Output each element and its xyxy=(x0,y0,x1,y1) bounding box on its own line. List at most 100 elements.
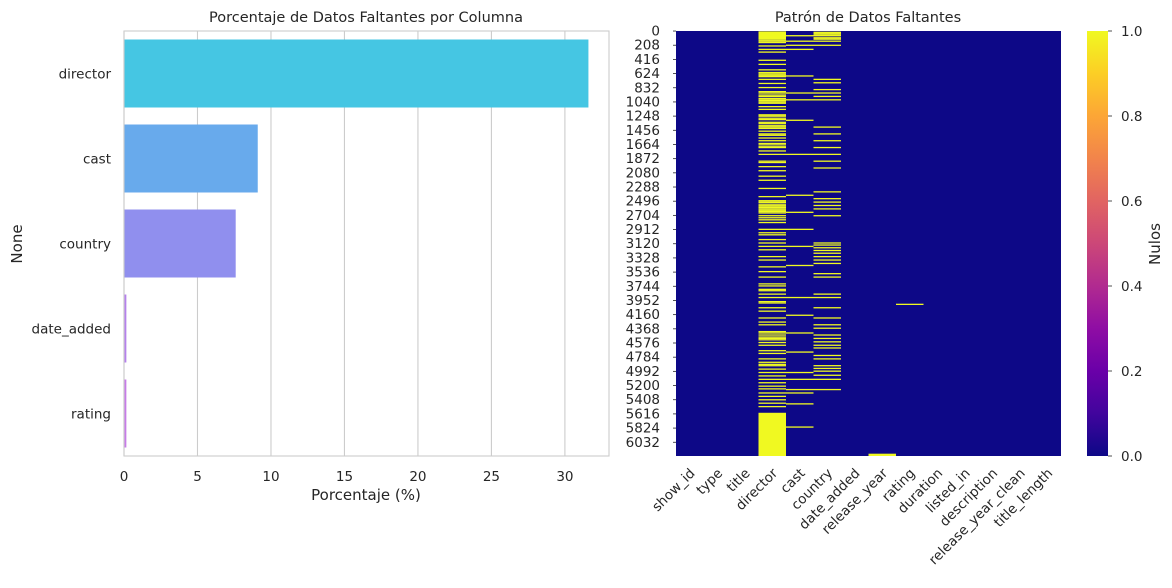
missing-cell-director xyxy=(758,317,786,319)
missing-cell-director xyxy=(758,127,786,130)
y-tick-label: 416 xyxy=(634,52,660,68)
missing-cell-director xyxy=(758,125,786,127)
missing-cell-director xyxy=(758,341,786,344)
missing-cell-director xyxy=(758,212,786,214)
missing-cell-director xyxy=(758,153,786,156)
missing-cell-country xyxy=(813,95,841,98)
colorbar-tick-label: 1.0 xyxy=(1121,24,1142,40)
missing-cell-director xyxy=(758,399,786,401)
missing-cell-cast xyxy=(786,264,814,267)
missing-cell-director xyxy=(758,40,786,42)
x-tick-label: show_id xyxy=(649,466,698,515)
missing-cell-director xyxy=(758,142,786,145)
missing-cell-country xyxy=(813,249,841,252)
missing-cell-country xyxy=(813,327,841,329)
missing-cell-country xyxy=(813,324,841,326)
y-tick-label: 5200 xyxy=(626,378,660,394)
missing-cell-country xyxy=(813,252,841,254)
missing-cell-director xyxy=(758,371,786,374)
missing-cell-cast xyxy=(786,296,814,299)
heatmap-missing-cells xyxy=(758,31,924,456)
missing-cell-country xyxy=(813,354,841,357)
missing-cell-country xyxy=(813,276,841,278)
x-tick-label: 0 xyxy=(120,469,129,485)
missing-cell-director xyxy=(758,146,786,149)
missing-cell-director xyxy=(758,36,786,39)
bar-cast xyxy=(124,124,258,193)
missing-cell-director xyxy=(758,118,786,121)
missing-cell-cast xyxy=(786,314,814,316)
missing-cell-cast xyxy=(786,245,814,248)
missing-cell-cast xyxy=(786,351,814,353)
y-tick-label: 2080 xyxy=(626,165,660,181)
missing-cell-country xyxy=(813,44,841,46)
missing-cell-director xyxy=(758,133,786,135)
missing-cell-country xyxy=(813,92,841,94)
y-tick-label: 1456 xyxy=(626,123,660,139)
missing-cell-director xyxy=(758,59,786,61)
missing-cell-director xyxy=(758,117,786,119)
y-tick-label: 832 xyxy=(634,80,660,96)
y-tick-label: 624 xyxy=(634,66,660,82)
missing-cell-country xyxy=(813,160,841,162)
missing-cell-country xyxy=(813,255,841,258)
missing-cell-country xyxy=(813,344,841,346)
missing-cell-country xyxy=(813,293,841,295)
missing-cell-cast xyxy=(786,388,814,391)
missing-cell-cast xyxy=(786,75,814,77)
missing-cell-director xyxy=(758,270,786,273)
missing-cell-director xyxy=(758,242,786,244)
missing-cell-director xyxy=(758,41,786,44)
missing-cell-director xyxy=(758,126,786,128)
y-tick-label: date_added xyxy=(32,322,111,338)
missing-cell-director xyxy=(758,332,786,334)
y-tick-label: cast xyxy=(83,152,111,168)
missing-cell-rating xyxy=(896,303,924,305)
missing-cell-country xyxy=(813,208,841,210)
bar-chart-y-axis-label: None xyxy=(8,224,26,263)
y-tick-label: 2912 xyxy=(626,222,660,238)
missing-cell-country xyxy=(813,126,841,128)
missing-cell-director xyxy=(758,402,786,404)
missing-cell-country xyxy=(813,296,841,299)
missing-cell-director xyxy=(758,352,786,355)
missing-cell-director xyxy=(758,339,786,341)
missing-cell-director xyxy=(758,330,786,333)
missing-cell-director xyxy=(758,108,786,111)
missing-cell-country xyxy=(813,38,841,40)
colorbar-tick-label: 0.0 xyxy=(1121,449,1142,465)
bar-chart-title: Porcentaje de Datos Faltantes por Column… xyxy=(209,10,523,26)
y-tick-label: 5616 xyxy=(626,406,660,422)
missing-cell-country xyxy=(813,262,841,265)
colorbar-tick-label: 0.8 xyxy=(1121,109,1142,125)
missing-cell-director xyxy=(758,75,786,78)
missing-cell-director xyxy=(758,382,786,384)
missing-cell-director xyxy=(758,232,786,234)
missing-cell-country xyxy=(813,334,841,336)
colorbar-tick-label: 0.6 xyxy=(1121,194,1142,210)
missing-cell-country xyxy=(813,367,841,370)
missing-cell-director xyxy=(758,363,786,365)
missing-cell-cast xyxy=(786,153,814,156)
missing-cell-director xyxy=(758,255,786,258)
missing-cell-director xyxy=(758,293,786,295)
missing-cell-director xyxy=(758,234,786,236)
missing-cell-director xyxy=(758,35,786,37)
missing-cell-director xyxy=(758,99,786,102)
missing-cell-director xyxy=(758,137,786,139)
missing-cell-director xyxy=(758,337,786,340)
y-tick-label: director xyxy=(59,67,112,83)
missing-cell-country xyxy=(813,82,841,84)
missing-cell-director xyxy=(758,99,786,101)
missing-cell-director xyxy=(758,219,786,221)
y-tick-label: 3744 xyxy=(626,279,660,295)
missing-cell-country xyxy=(813,307,841,309)
missing-cell-director xyxy=(758,283,786,285)
missing-cell-director xyxy=(758,375,786,377)
missing-cell-cast xyxy=(786,211,814,213)
y-tick-label: 6032 xyxy=(626,435,660,451)
x-tick-label: 30 xyxy=(556,469,573,485)
missing-cell-director xyxy=(758,334,786,336)
missing-cell-director xyxy=(758,160,786,162)
